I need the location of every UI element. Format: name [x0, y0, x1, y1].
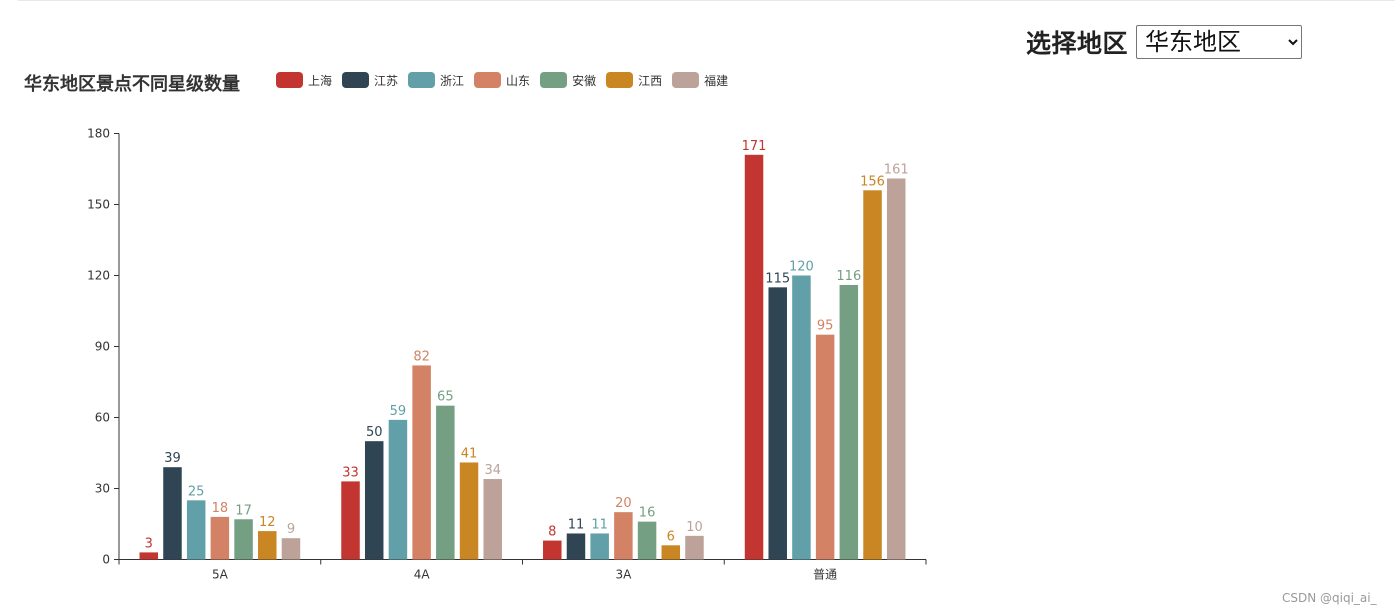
bar — [139, 552, 159, 560]
y-tick-label: 180 — [87, 127, 110, 141]
legend-swatch — [276, 72, 303, 88]
bar — [744, 154, 764, 560]
bar-data-label: 25 — [188, 484, 205, 499]
bar-data-label: 9 — [287, 522, 295, 537]
watermark: CSDN @qiqi_ai_ — [1282, 591, 1377, 605]
legend-item[interactable]: 山东 — [474, 72, 530, 89]
bar — [364, 441, 384, 560]
y-tick-label: 30 — [95, 482, 110, 496]
legend-label: 江西 — [638, 73, 663, 88]
legend-item[interactable]: 江西 — [606, 72, 662, 89]
x-tick-label: 4A — [414, 568, 431, 582]
bar — [886, 178, 906, 560]
bar — [234, 519, 253, 560]
region-selector-label: 选择地区 — [1026, 29, 1129, 58]
legend-swatch — [474, 72, 502, 88]
bar-data-label: 161 — [884, 162, 909, 177]
bar-data-label: 120 — [789, 260, 814, 275]
legend-item[interactable]: 安徽 — [540, 72, 596, 89]
legend-item[interactable]: 福建 — [672, 72, 728, 89]
bar-data-label: 65 — [437, 390, 454, 405]
legend-swatch — [606, 72, 634, 88]
legend-item[interactable]: 浙江 — [408, 72, 464, 89]
bar — [281, 538, 301, 560]
legend-label: 安徽 — [572, 73, 597, 88]
legend-label: 浙江 — [440, 73, 465, 88]
legend-item[interactable]: 上海 — [276, 72, 332, 89]
legend-swatch — [672, 72, 700, 88]
legend-label: 江苏 — [374, 73, 399, 88]
bar-data-label: 59 — [390, 404, 407, 419]
x-tick-label: 3A — [615, 568, 632, 582]
bar-data-label: 34 — [484, 463, 501, 478]
bar — [483, 479, 502, 560]
bar-data-label: 39 — [164, 451, 181, 466]
bar — [661, 545, 681, 560]
bar-data-label: 50 — [366, 425, 383, 440]
x-tick-label: 普通 — [813, 568, 837, 582]
bar — [258, 531, 277, 560]
bar-data-label: 115 — [765, 271, 790, 286]
bar-data-label: 116 — [836, 269, 861, 284]
bar-data-label: 171 — [742, 139, 767, 154]
bar — [637, 521, 657, 560]
legend-item[interactable]: 江苏 — [342, 72, 398, 89]
legend-label: 山东 — [506, 73, 531, 88]
bar — [388, 419, 408, 560]
bar-data-label: 18 — [212, 501, 229, 516]
legend-swatch — [408, 72, 436, 88]
bar-data-label: 95 — [817, 319, 834, 334]
chart-legend: 上海 江苏 浙江 山东 安徽 江西 福建 — [276, 71, 738, 89]
bar — [186, 500, 206, 560]
x-tick-label: 5A — [212, 568, 229, 582]
y-tick-label: 120 — [87, 269, 110, 283]
region-selector: 选择地区 华东地区 — [1026, 24, 1303, 60]
legend-swatch — [540, 72, 568, 88]
bar-data-label: 156 — [860, 174, 885, 189]
y-tick-label: 150 — [87, 198, 110, 212]
bar-data-label: 20 — [615, 496, 632, 511]
bar-data-label: 11 — [591, 517, 608, 532]
bar — [685, 535, 704, 560]
bar — [341, 481, 360, 560]
bar — [459, 462, 479, 560]
bar — [543, 540, 562, 560]
legend-swatch — [342, 72, 370, 88]
bar-data-label: 8 — [548, 525, 556, 540]
bar-data-label: 6 — [667, 529, 675, 544]
bar-data-label: 3 — [145, 536, 153, 551]
bar — [590, 533, 609, 560]
bar — [210, 516, 230, 560]
bar-data-label: 16 — [639, 506, 656, 521]
bar-data-label: 11 — [568, 517, 585, 532]
bar — [436, 405, 455, 560]
bar-data-label: 33 — [342, 465, 359, 480]
bar-data-label: 10 — [686, 520, 703, 535]
bar-data-label: 17 — [235, 503, 252, 518]
top-divider — [18, 0, 1395, 1]
bar — [614, 512, 633, 560]
bar — [839, 284, 859, 560]
bar — [412, 365, 431, 560]
bar — [863, 190, 882, 560]
bar — [768, 287, 787, 560]
chart-title: 华东地区景点不同星级数量 — [24, 74, 240, 95]
bar-data-label: 12 — [259, 515, 276, 530]
y-tick-label: 0 — [102, 553, 110, 567]
bar — [163, 467, 182, 560]
bar — [792, 275, 811, 560]
legend-label: 福建 — [704, 73, 729, 88]
bar-data-label: 41 — [461, 446, 478, 461]
bar — [566, 533, 586, 560]
bar — [815, 334, 835, 560]
y-tick-label: 60 — [95, 411, 110, 425]
region-select[interactable]: 华东地区 — [1136, 25, 1303, 59]
bar-data-label: 82 — [413, 349, 430, 364]
y-tick-label: 90 — [95, 340, 110, 354]
legend-label: 上海 — [308, 73, 333, 88]
